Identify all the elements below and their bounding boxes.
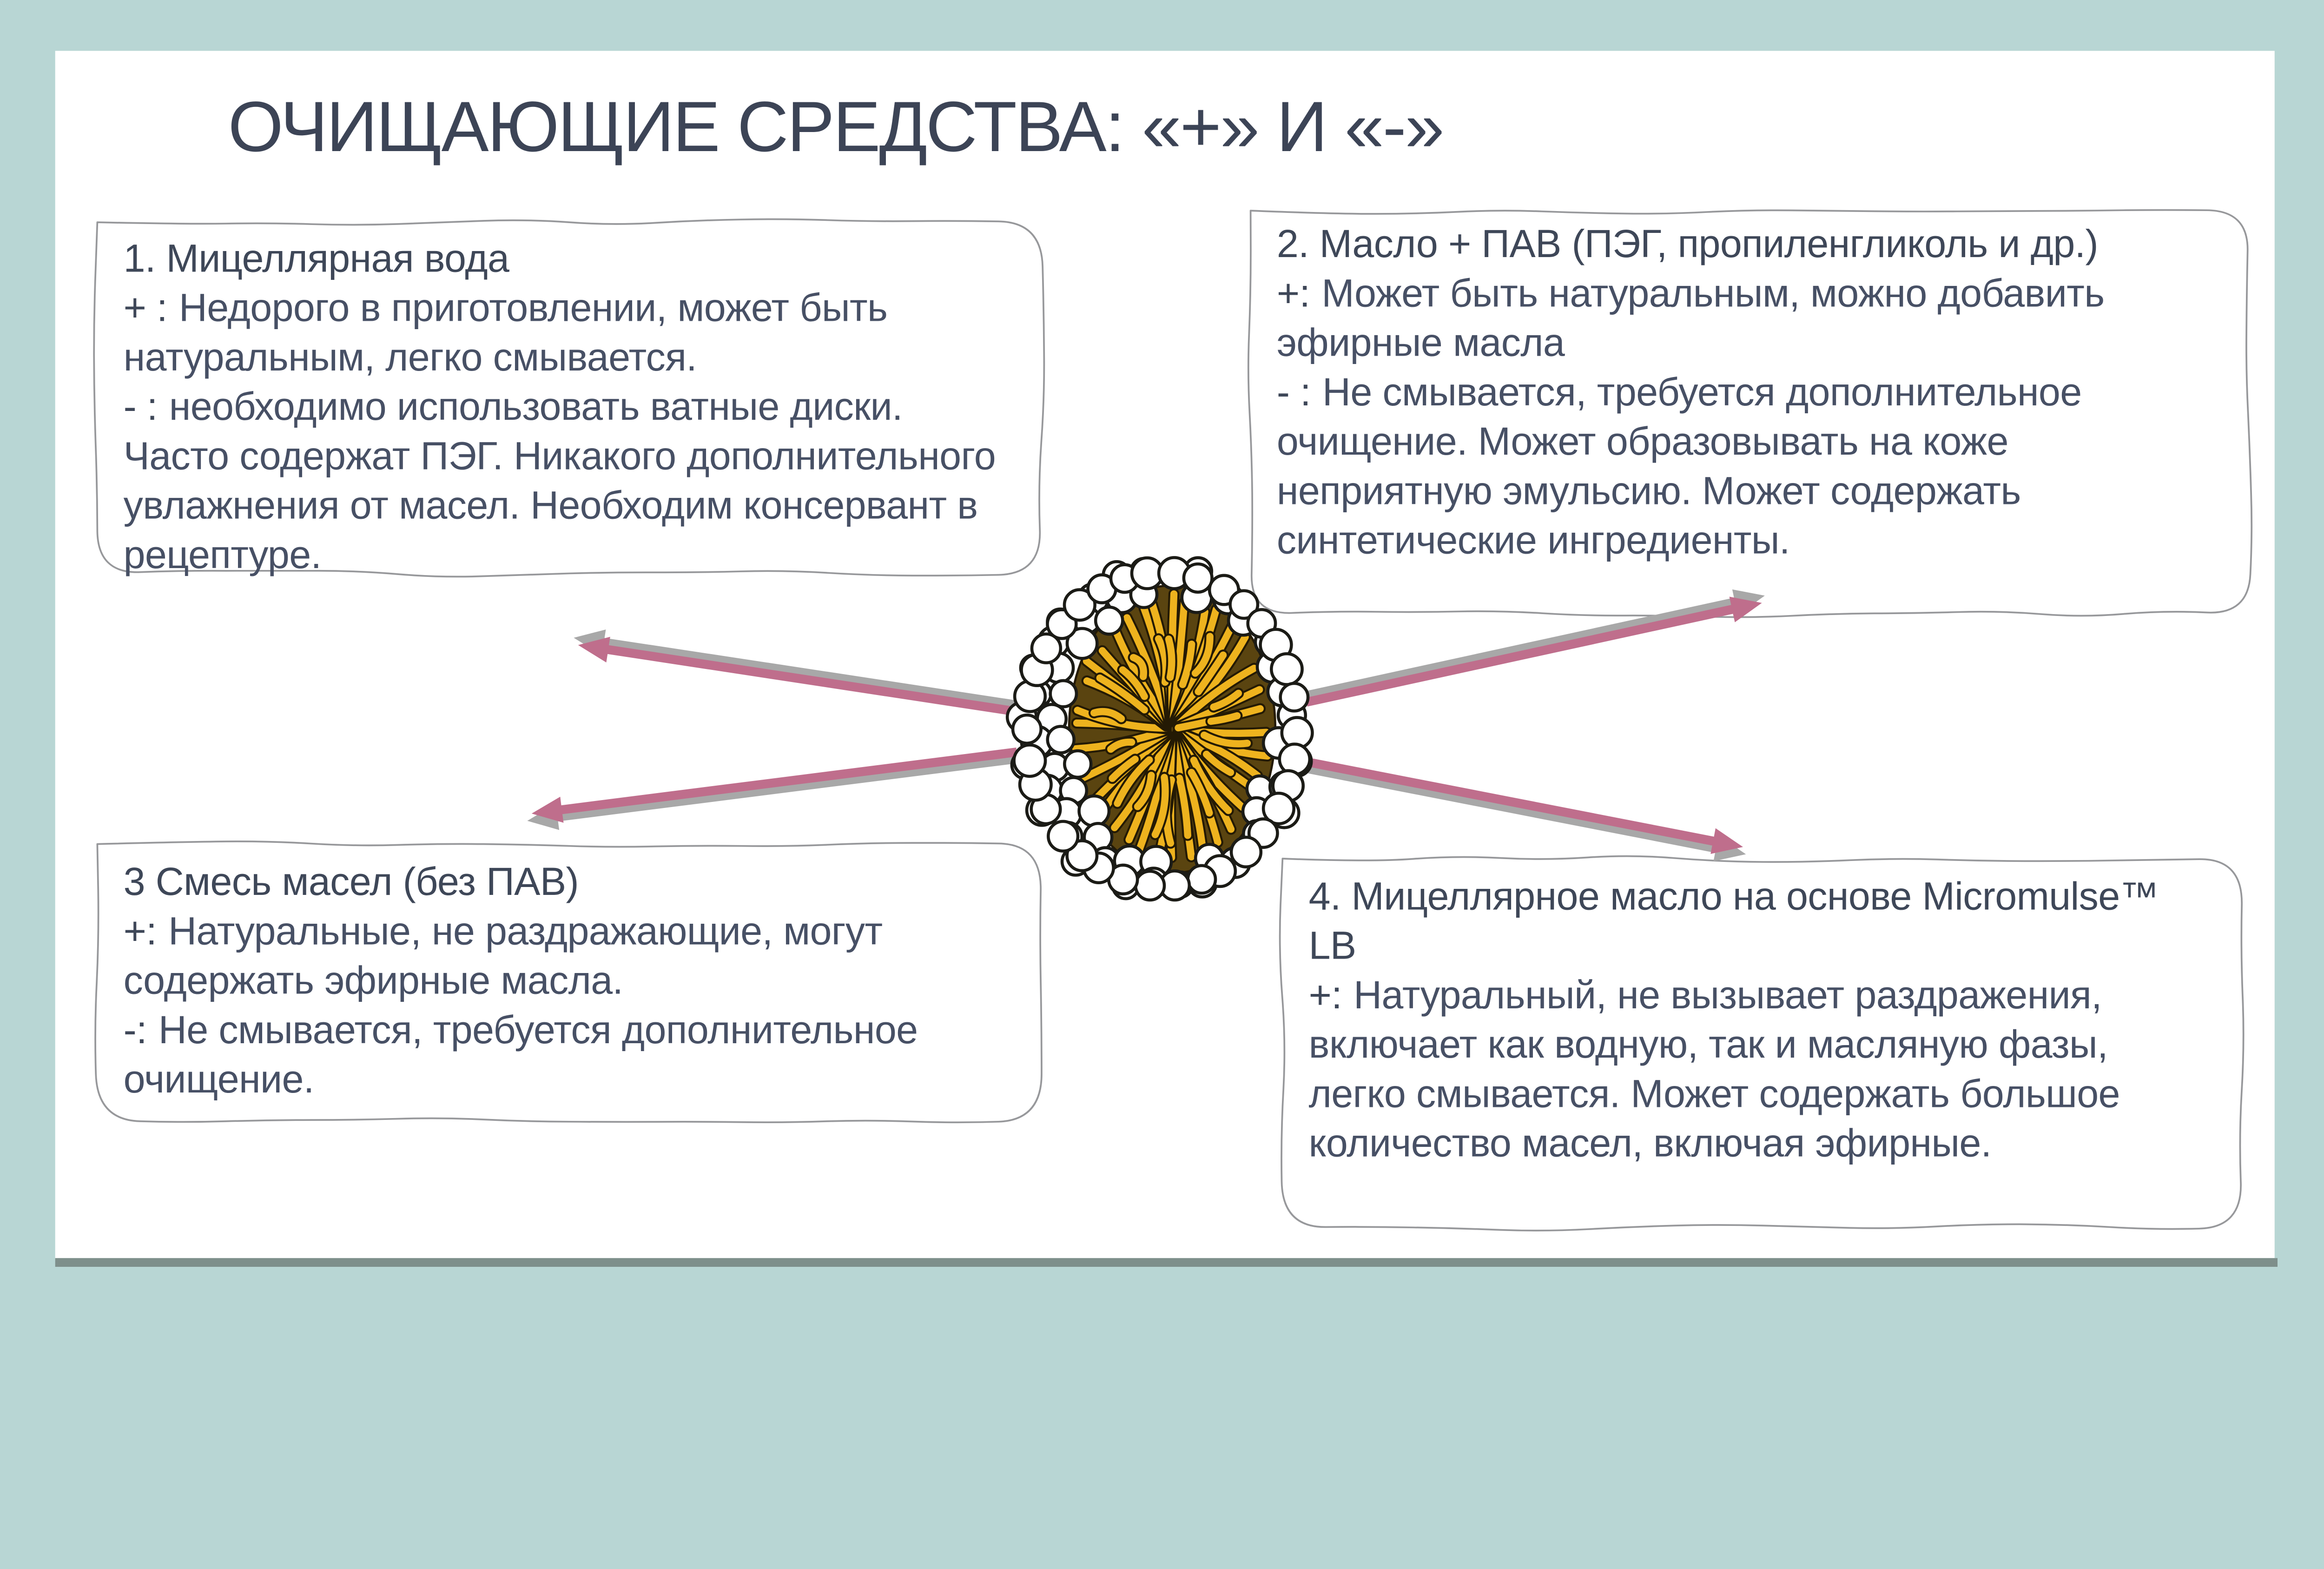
plus-marker: +: xyxy=(123,909,157,953)
box-3-cons: -: Не смывается, требуется дополнительное… xyxy=(124,1006,1013,1105)
presentation-slide-canvas: ОЧИЩАЮЩИЕ СРЕДСТВА: «+» И «-» 1. Мицелля… xyxy=(55,51,2278,1267)
water-heads xyxy=(1005,556,1314,902)
box-2-cons-text: Не смывается, требуется дополнительное о… xyxy=(1276,370,2082,563)
box-4-pros: +: Натуральный, не вызывает раздражения, … xyxy=(1309,971,2215,1168)
torn-border-box-3 xyxy=(94,840,1043,1124)
box-3-title: 3 Смесь масел (без ПАВ) xyxy=(123,860,579,904)
box-4-title: 4. Мицеллярное масло на основе Micromuls… xyxy=(1308,874,2159,968)
arrow-to-box-2 xyxy=(1161,589,1765,738)
micelle-illustration xyxy=(1005,556,1314,902)
info-box-oil-surfactant: 2. Масло + ПАВ (ПЭГ, пропиленгликоль и д… xyxy=(1277,219,2218,565)
box-2-pros-text: Может быть натуральным, можно добавить э… xyxy=(1276,271,2105,365)
box-3-pros-text: Натуральные, не раздражающие, могут соде… xyxy=(123,909,883,1003)
torn-border-box-4 xyxy=(1279,855,2245,1231)
box-3-pros: +: Натуральные, не раздражающие, могут со… xyxy=(124,907,1013,1006)
box-3-cons-text: Не смывается, требуется дополнительное о… xyxy=(123,1008,918,1101)
torn-border-box-1 xyxy=(93,218,1045,578)
plus-marker: +: xyxy=(1308,973,1342,1017)
box-1-cons: - : необходимо использовать ватные диски.… xyxy=(124,382,1013,580)
slide-title: ОЧИЩАЮЩИЕ СРЕДСТВА: «+» И «-» xyxy=(228,88,1445,167)
oil-tails xyxy=(1068,584,1277,874)
torn-border-box-2 xyxy=(1247,209,2253,618)
box-1-cons-text: необходимо использовать ватные диски. Ча… xyxy=(123,385,996,577)
box-2-title: 2. Масло + ПАВ (ПЭГ, пропиленгликоль и д… xyxy=(1276,222,2099,266)
minus-marker: -: xyxy=(123,1008,147,1052)
box-2-pros: +: Может быть натуральным, можно добавить… xyxy=(1277,269,2218,368)
plus-marker: + : xyxy=(123,286,168,330)
box-1-pros-text: Недорого в приготовлении, может быть нат… xyxy=(123,286,888,379)
box-4-pros-text: Натуральный, не вызывает раздражения, вк… xyxy=(1308,973,2120,1165)
plus-marker: +: xyxy=(1276,271,1310,316)
bottom-accent-bar xyxy=(55,1258,2278,1267)
minus-marker: - : xyxy=(123,385,158,429)
slide-artwork xyxy=(93,209,2253,1231)
box-2-cons: - : Не смывается, требуется дополнительно… xyxy=(1277,368,2218,565)
info-box-micellar-water: 1. Мицеллярная вода + : Недорого в пригот… xyxy=(124,234,1013,580)
arrow-to-box-3 xyxy=(527,729,1163,830)
box-1-pros: + : Недорого в приготовлении, может быть … xyxy=(124,283,1013,382)
info-box-micellar-oil: 4. Мицеллярное масло на основе Micromuls… xyxy=(1309,872,2215,1168)
info-box-oil-blend: 3 Смесь масел (без ПАВ) +: Натуральные, н… xyxy=(124,857,1013,1104)
box-1-title: 1. Мицеллярная вода xyxy=(123,237,509,281)
minus-marker: - : xyxy=(1276,370,1311,414)
